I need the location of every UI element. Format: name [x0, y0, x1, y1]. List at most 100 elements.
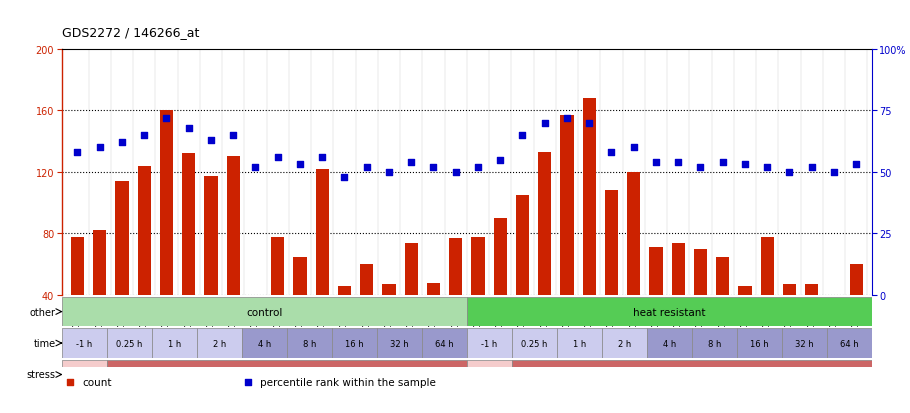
Point	[738, 162, 753, 169]
Point	[136, 132, 151, 139]
Bar	[227, 157, 240, 357]
Bar	[737, 328, 782, 358]
Bar	[647, 328, 692, 358]
Point	[381, 169, 396, 176]
Bar	[805, 285, 818, 357]
Text: count: count	[82, 377, 112, 387]
Bar	[692, 328, 737, 358]
Point	[849, 162, 864, 169]
Text: control: control	[247, 307, 282, 317]
Bar	[427, 283, 440, 357]
Bar	[582, 99, 596, 357]
Bar	[360, 265, 373, 357]
Point	[226, 132, 240, 139]
Bar	[93, 231, 106, 357]
Text: 2 h: 2 h	[213, 339, 226, 348]
Point	[560, 115, 574, 122]
Text: 36 degrees C: 36 degrees C	[257, 370, 317, 379]
Bar	[248, 295, 262, 357]
Point	[359, 164, 374, 171]
Bar	[467, 360, 511, 389]
Point	[404, 159, 419, 166]
Bar	[782, 328, 827, 358]
Point	[626, 145, 641, 151]
Bar	[106, 328, 152, 358]
Text: -1 h: -1 h	[481, 339, 498, 348]
Point	[693, 164, 708, 171]
Point	[470, 164, 485, 171]
Bar	[422, 328, 467, 358]
Bar	[738, 286, 752, 357]
Point	[248, 164, 263, 171]
Bar	[382, 285, 396, 357]
Bar	[405, 243, 418, 357]
Bar	[197, 328, 242, 358]
Bar	[672, 243, 685, 357]
Text: 1 h: 1 h	[572, 339, 586, 348]
Text: 64 h: 64 h	[840, 339, 859, 348]
Point	[533, 141, 548, 147]
Bar	[493, 218, 507, 357]
Text: heat resistant: heat resistant	[633, 307, 705, 317]
Point	[449, 169, 463, 176]
Bar	[449, 238, 462, 357]
Bar	[338, 286, 351, 357]
Point	[159, 115, 174, 122]
Bar	[516, 195, 529, 357]
Point	[515, 132, 530, 139]
Point	[804, 164, 819, 171]
Point	[181, 125, 196, 131]
Bar	[271, 237, 285, 357]
Text: 0.25 h: 0.25 h	[116, 339, 143, 348]
Bar	[137, 166, 151, 357]
Point	[581, 120, 596, 127]
Bar	[511, 328, 557, 358]
Point	[70, 150, 85, 156]
Text: 1 h: 1 h	[167, 339, 181, 348]
Bar	[287, 328, 332, 358]
Point	[783, 169, 797, 176]
Bar	[160, 111, 173, 357]
Bar	[316, 169, 329, 357]
Bar	[332, 328, 377, 358]
Text: time: time	[34, 338, 56, 348]
Bar	[106, 360, 467, 389]
Text: 4 h: 4 h	[662, 339, 676, 348]
Bar	[538, 152, 551, 357]
Point	[270, 154, 285, 161]
Bar	[605, 191, 618, 357]
Bar	[467, 328, 511, 358]
Bar	[827, 328, 872, 358]
Text: 32 h: 32 h	[795, 339, 814, 348]
Bar	[850, 265, 863, 357]
Bar	[693, 249, 707, 357]
Point	[315, 154, 329, 161]
Text: percentile rank within the sample: percentile rank within the sample	[260, 377, 436, 387]
Bar	[152, 328, 197, 358]
Text: 16 h: 16 h	[345, 339, 364, 348]
Point	[826, 169, 841, 176]
Text: stress: stress	[26, 370, 56, 380]
Text: 16 h: 16 h	[750, 339, 769, 348]
Bar	[511, 360, 872, 389]
Bar	[557, 328, 602, 358]
Point	[760, 164, 774, 171]
Bar	[716, 257, 730, 357]
Bar	[377, 328, 422, 358]
Bar	[204, 177, 217, 357]
Bar	[649, 248, 662, 357]
Text: GDS2272 / 146266_at: GDS2272 / 146266_at	[62, 26, 199, 39]
Bar	[62, 360, 106, 389]
Point	[671, 159, 685, 166]
Bar	[116, 182, 128, 357]
Text: 36 degrees C: 36 degrees C	[662, 370, 722, 379]
Bar	[627, 173, 641, 357]
Bar	[62, 297, 467, 327]
Bar	[182, 154, 196, 357]
Point	[338, 174, 352, 180]
Point	[293, 162, 308, 169]
Text: 0.25 h: 0.25 h	[521, 339, 548, 348]
Point	[649, 159, 663, 166]
Bar	[471, 237, 485, 357]
Point	[93, 145, 107, 151]
